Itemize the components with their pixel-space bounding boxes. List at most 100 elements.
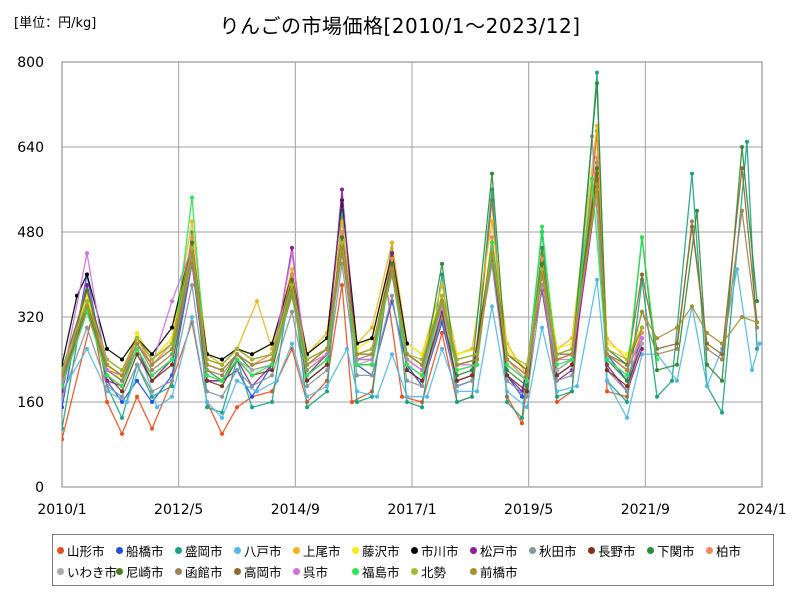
data-point [235,352,239,357]
data-point [355,352,359,357]
legend-item: 福島市 [352,563,411,580]
data-point [420,362,424,367]
data-point [190,195,194,200]
data-point [355,400,359,404]
legend-item: 呉市 [293,563,352,580]
data-point [105,384,109,389]
data-point [325,384,329,389]
data-point [720,341,724,346]
data-point [440,330,444,335]
data-point [505,389,509,394]
data-point [235,405,239,410]
data-point [605,352,609,357]
data-point [290,245,294,250]
data-point [250,384,254,389]
data-point [85,283,89,288]
data-point [490,235,494,240]
legend: 山形市 船橋市 盛岡市 八戸市 上尾市 藤沢市 市川市 松戸市 秋田市 長野市 下関市 柏市 いわき市尼… [52,534,774,586]
data-point [555,368,559,373]
data-point [625,400,629,404]
data-point [85,299,89,304]
data-point [250,357,254,362]
data-point [370,325,374,330]
data-point [745,139,749,144]
data-point [105,346,109,351]
data-point [520,394,524,399]
data-point [455,362,459,367]
data-point [605,378,609,383]
data-point [605,368,609,373]
data-point [540,267,544,272]
data-point [390,293,394,298]
data-point [490,171,494,176]
data-point [655,357,659,362]
legend-marker-icon [352,568,359,575]
legend-marker-icon [706,547,713,554]
data-point [370,352,374,357]
data-point [420,384,424,389]
data-point [525,405,529,410]
data-point [62,384,64,389]
data-point [85,288,89,293]
legend-item: 山形市 [57,542,116,559]
data-point [555,362,559,367]
legend-marker-icon [57,547,64,554]
data-point [270,341,274,346]
data-point [250,352,254,357]
legend-label: 市川市 [421,544,459,559]
legend-marker-icon [116,547,123,554]
data-point [305,362,309,367]
data-point [540,325,544,330]
data-point [120,378,124,383]
data-point [235,346,239,351]
data-point [340,235,344,240]
data-point [270,400,274,404]
data-point [740,208,744,213]
data-point [595,155,599,160]
legend-item: 市川市 [411,542,470,559]
data-point [675,378,679,383]
data-point [625,389,629,394]
data-point [525,389,529,394]
data-point [555,357,559,362]
data-point [595,70,599,75]
data-point [675,362,679,367]
data-point [190,315,194,319]
data-point [690,224,694,229]
data-point [290,283,294,288]
data-point [205,400,209,404]
legend-label: 函館市 [185,565,223,580]
data-point [135,378,139,383]
legend-item: 北勢 [411,563,470,580]
data-point [705,384,709,389]
data-point [150,357,154,362]
data-point [690,171,694,176]
legend-label: 高岡市 [244,565,282,580]
data-point [120,415,124,420]
legend-item: 上尾市 [293,542,352,559]
data-point [290,288,294,293]
data-point [305,405,309,410]
data-point [340,245,344,250]
data-point [625,368,629,373]
data-point [85,325,89,330]
data-point [325,368,329,373]
data-point [205,405,209,410]
legend-label: 福島市 [362,565,400,580]
x-tick-label: 2010/1 [37,502,86,518]
data-point [345,346,349,351]
data-point [190,235,194,240]
data-point [690,219,694,224]
data-point [405,352,409,357]
legend-label: 尼崎市 [126,565,164,580]
data-point [120,394,124,399]
data-point [220,415,224,420]
legend-marker-icon [352,547,359,554]
legend-marker-icon [234,547,241,554]
legend-item: 盛岡市 [175,542,234,559]
data-point [290,267,294,272]
y-tick-label: 160 [17,395,44,411]
data-point [440,283,444,288]
data-point [525,394,529,399]
legend-label: 上尾市 [303,544,341,559]
